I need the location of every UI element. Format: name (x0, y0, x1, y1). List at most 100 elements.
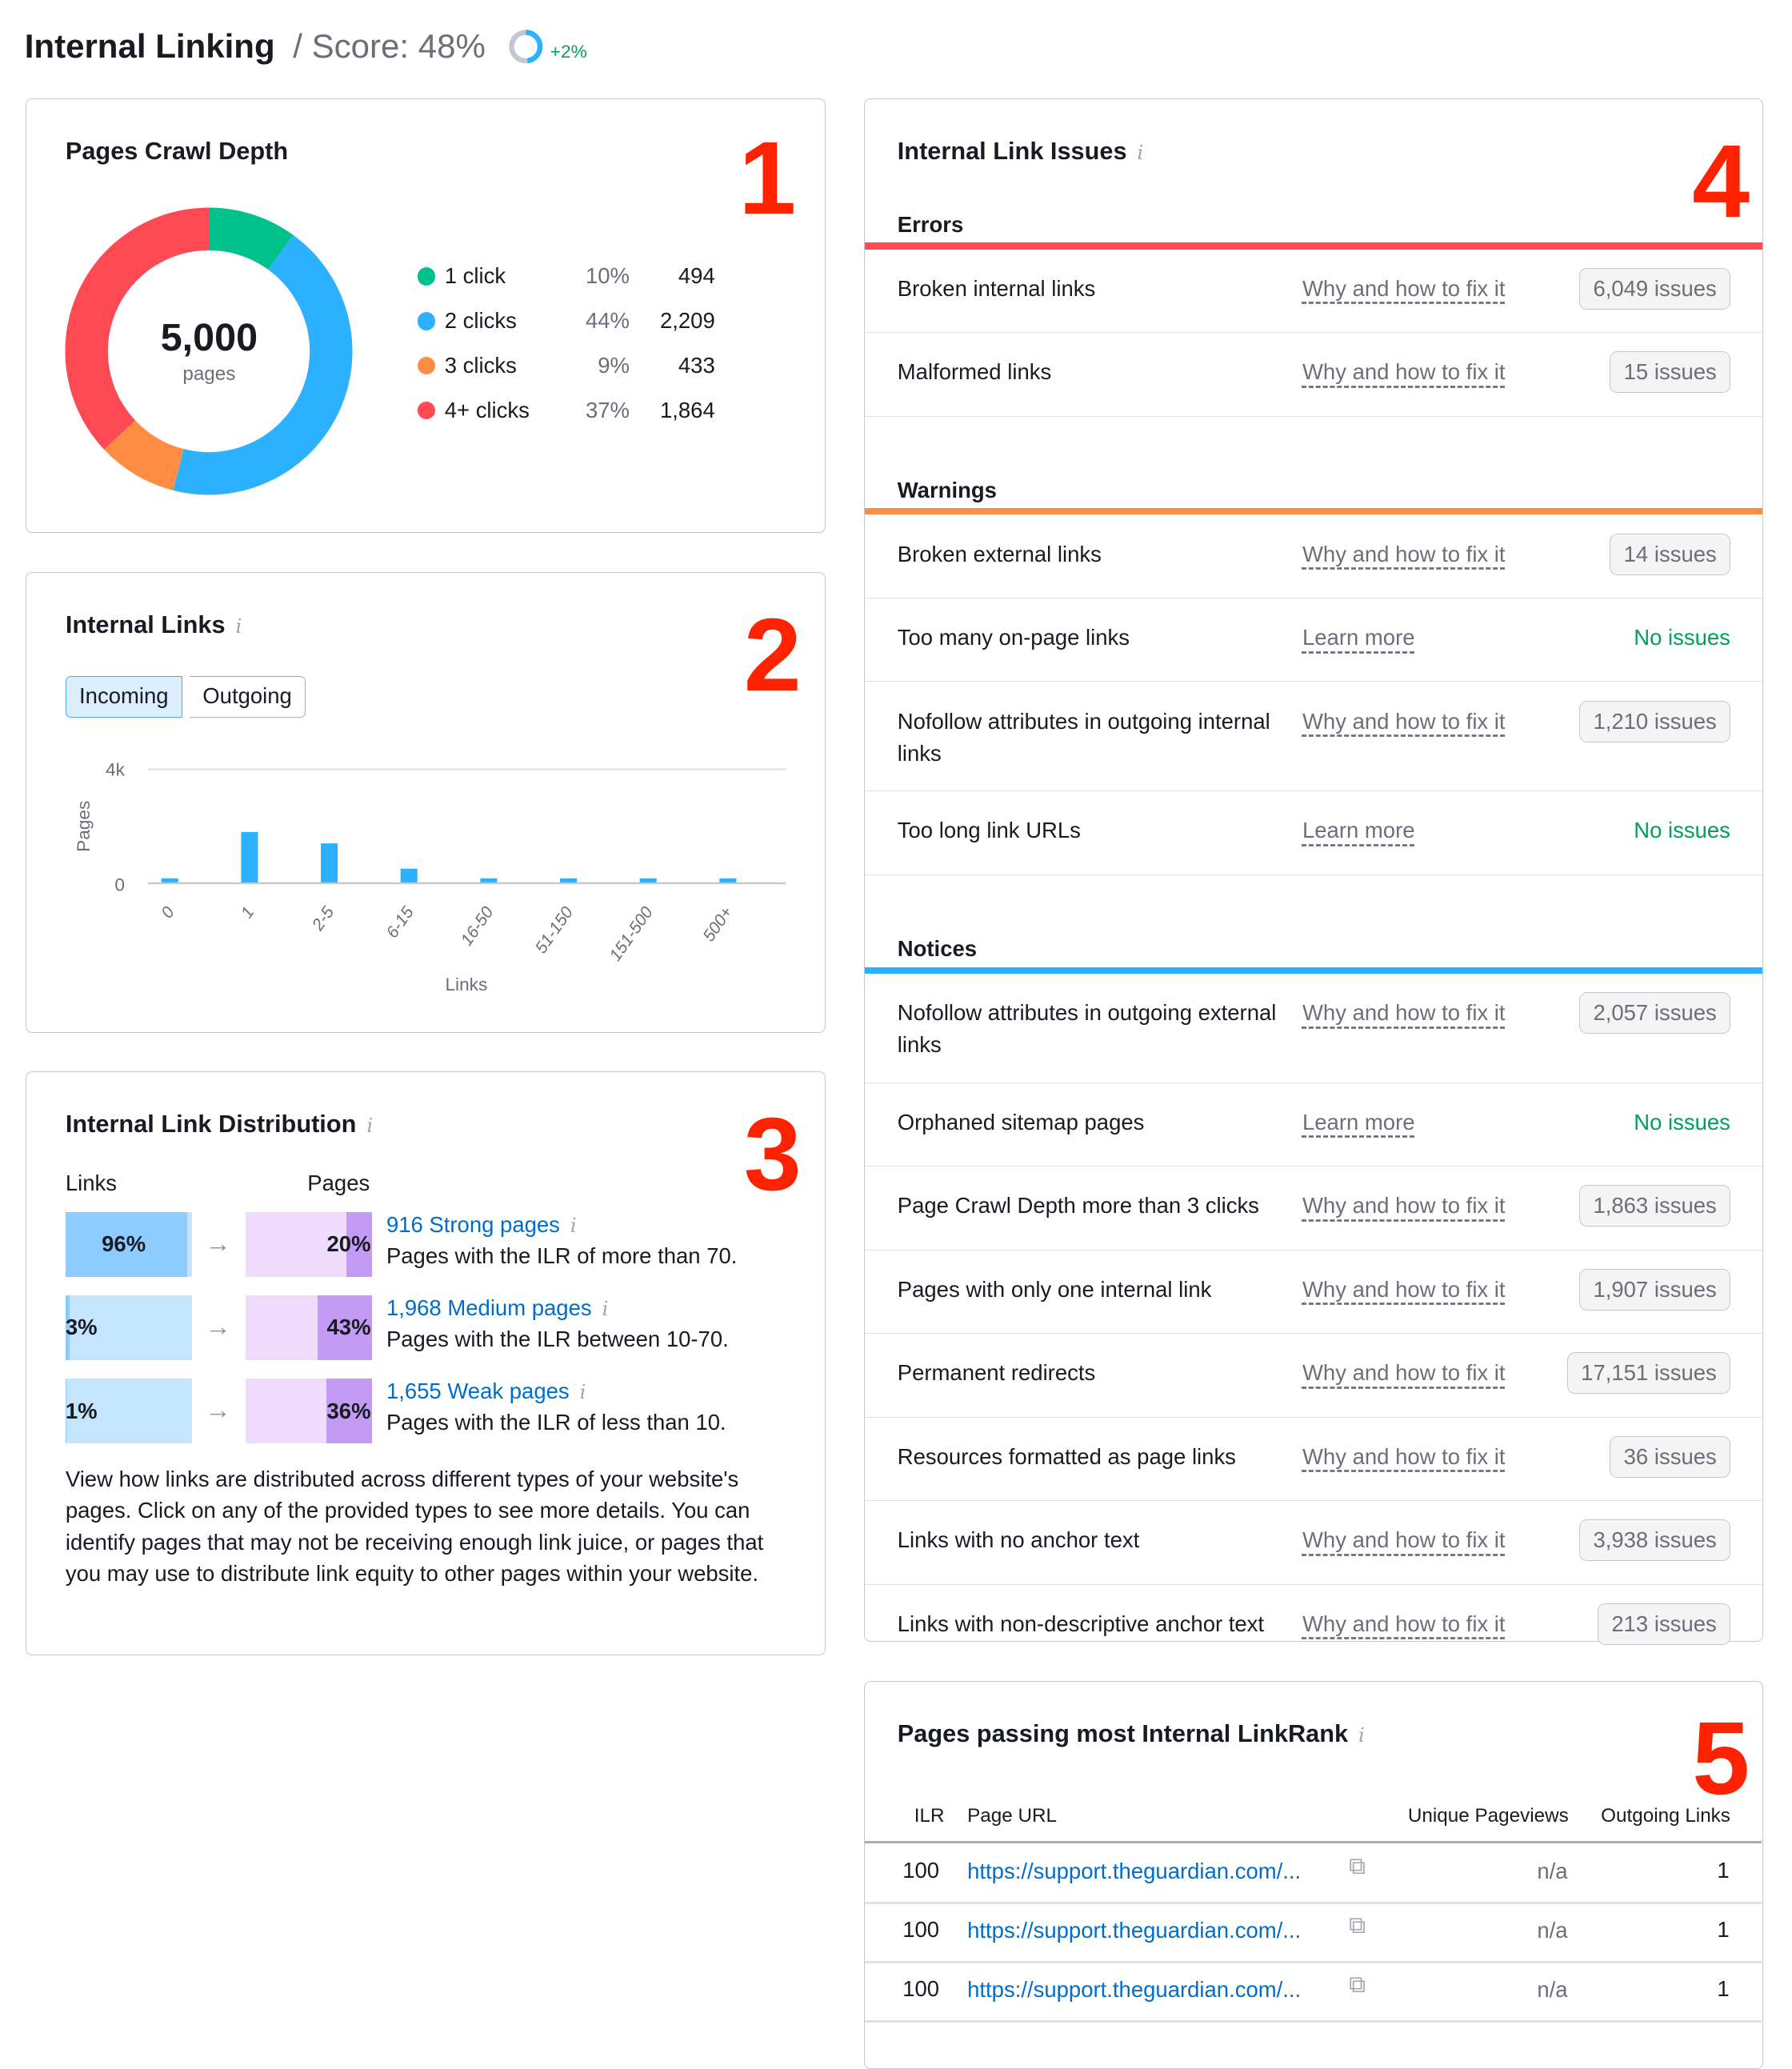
issue-name: Links with no anchor text (897, 1527, 1140, 1553)
issue-name: Nofollow attributes in outgoing external… (897, 999, 1277, 1058)
distribution-row[interactable]: 3% → 43% 1,968 Medium pages i Pages with the … (65, 1295, 790, 1360)
legend-percent: 9% (598, 352, 630, 378)
bar[interactable] (241, 831, 258, 883)
pages-link[interactable]: 1,968 Medium pages i (386, 1295, 609, 1321)
external-link-icon[interactable]: ⧉ (1349, 1971, 1366, 1998)
donut-segment[interactable] (65, 207, 210, 450)
info-icon[interactable]: i (235, 614, 242, 638)
why-how-fix-link[interactable]: Why and how to fix it (1302, 708, 1506, 734)
issue-row[interactable]: Permanent redirects Why and how to fix it… (865, 1334, 1763, 1418)
issue-row[interactable]: Broken external links Why and how to fix … (865, 514, 1763, 598)
issue-row[interactable]: Nofollow attributes in outgoing external… (865, 974, 1763, 1083)
bar[interactable] (321, 843, 338, 883)
info-icon[interactable]: i (1358, 1723, 1365, 1747)
issue-row[interactable]: Nofollow attributes in outgoing internal… (865, 682, 1763, 792)
tab-incoming[interactable]: Incoming (65, 676, 182, 718)
issue-row[interactable]: Malformed links Why and how to fix it 15 i… (865, 333, 1763, 417)
why-how-fix-link[interactable]: Why and how to fix it (1302, 1193, 1506, 1219)
external-link-icon[interactable]: ⧉ (1349, 1912, 1366, 1939)
issues-count-button[interactable]: 3,938 issues (1579, 1519, 1730, 1562)
number-badge: 5 (1692, 1701, 1750, 1817)
donut-segment[interactable] (104, 420, 185, 491)
why-how-fix-link[interactable]: Why and how to fix it (1302, 359, 1506, 385)
bar[interactable] (719, 878, 737, 883)
legend-item[interactable]: 4+ clicks 37% 1,864 (417, 397, 715, 423)
issues-count-button[interactable]: 36 issues (1610, 1435, 1730, 1478)
legend-item[interactable]: 3 clicks 9% 433 (417, 352, 715, 378)
bar[interactable] (560, 878, 578, 883)
column-header[interactable]: Page URL (967, 1804, 1057, 1827)
why-how-fix-link[interactable]: Why and how to fix it (1302, 1611, 1506, 1636)
info-icon[interactable]: i (570, 1213, 577, 1237)
tab-outgoing[interactable]: Outgoing (190, 676, 306, 718)
crawl-depth-donut[interactable] (60, 202, 358, 500)
legend-item[interactable]: 2 clicks 44% 2,209 (417, 308, 715, 334)
info-icon[interactable]: i (1137, 140, 1144, 164)
column-header[interactable]: Outgoing Links (1601, 1804, 1730, 1827)
page-url-link[interactable]: https://support.theguardian.com/... (967, 1977, 1302, 2003)
number-badge: 2 (743, 597, 802, 713)
issue-row[interactable]: Orphaned sitemap pages Learn more No issue… (865, 1083, 1763, 1167)
issue-row[interactable]: Resources formatted as page links Why and… (865, 1418, 1763, 1501)
score-ring-icon (509, 30, 543, 64)
issue-row[interactable]: Broken internal links Why and how to fix … (865, 250, 1763, 333)
why-how-fix-link[interactable]: Why and how to fix it (1302, 999, 1506, 1025)
learn-more-link[interactable]: Learn more (1302, 818, 1415, 843)
why-how-fix-link[interactable]: Why and how to fix it (1302, 1527, 1506, 1553)
info-icon[interactable]: i (579, 1380, 586, 1404)
issues-count-button[interactable]: 2,057 issues (1579, 991, 1730, 1034)
links-percent: 96% (102, 1231, 146, 1257)
issue-row[interactable]: Too many on-page links Learn more No issue… (865, 598, 1763, 682)
learn-more-link[interactable]: Learn more (1302, 625, 1415, 650)
why-how-fix-link[interactable]: Why and how to fix it (1302, 541, 1506, 566)
issues-count-button[interactable]: 14 issues (1610, 533, 1730, 575)
legend-item[interactable]: 1 click 10% 494 (417, 263, 715, 289)
issues-count-button[interactable]: 213 issues (1598, 1603, 1730, 1645)
pages-percent: 36% (326, 1398, 371, 1423)
info-icon[interactable]: i (366, 1114, 374, 1137)
why-how-fix-link[interactable]: Why and how to fix it (1302, 275, 1506, 301)
distribution-row[interactable]: 1% → 36% 1,655 Weak pages i Pages with the IL… (65, 1379, 790, 1444)
donut-segment[interactable] (173, 235, 353, 495)
pages-percent: 20% (326, 1231, 371, 1257)
column-header[interactable]: ILR (914, 1804, 945, 1827)
external-link-icon[interactable]: ⧉ (1349, 1853, 1366, 1879)
issue-name: Broken internal links (897, 275, 1096, 301)
issues-count-button[interactable]: 1,907 issues (1579, 1268, 1730, 1311)
issues-count-button[interactable]: 17,151 issues (1566, 1352, 1730, 1395)
bar[interactable] (162, 878, 179, 883)
column-links: Links (65, 1171, 118, 1196)
issue-row[interactable]: Too long link URLs Learn more No issues (865, 791, 1763, 875)
issues-count-button[interactable]: 1,210 issues (1579, 700, 1730, 742)
info-icon[interactable]: i (602, 1297, 609, 1321)
table-row: 100 https://support.theguardian.com/... ⧉ n… (865, 1962, 1762, 2023)
page-url-link[interactable]: https://support.theguardian.com/... (967, 1918, 1302, 1943)
bar[interactable] (480, 878, 498, 883)
distribution-row[interactable]: 96% → 20% 916 Strong pages i Pages with the I… (65, 1211, 790, 1277)
page-url-link[interactable]: https://support.theguardian.com/... (967, 1859, 1302, 1884)
pages-link[interactable]: 916 Strong pages i (386, 1211, 577, 1237)
legend-percent: 37% (585, 397, 630, 422)
number-badge: 1 (738, 121, 797, 237)
issue-row[interactable]: Page Crawl Depth more than 3 clicks Why a… (865, 1167, 1763, 1251)
section-divider (865, 508, 1763, 515)
bar[interactable] (640, 878, 658, 883)
issues-count-button[interactable]: 1,863 issues (1579, 1185, 1730, 1227)
issues-count-button[interactable]: 15 issues (1610, 351, 1730, 394)
linkrank-card: Pages passing most Internal LinkRank i 5 … (864, 1680, 1764, 2069)
why-how-fix-link[interactable]: Why and how to fix it (1302, 1276, 1506, 1302)
column-header[interactable]: Unique Pageviews (1407, 1804, 1569, 1827)
internal-links-chart: 4k 0 Pages 0 1 2-5 6-15 16-50 51-150 151-500 500+ L… (74, 760, 786, 994)
issues-count-button[interactable]: 6,049 issues (1579, 267, 1730, 310)
why-how-fix-link[interactable]: Why and how to fix it (1302, 1443, 1506, 1469)
pages-link[interactable]: 1,655 Weak pages i (386, 1379, 586, 1404)
issue-row[interactable]: Links with non-descriptive anchor text Wh… (865, 1585, 1762, 1668)
issue-row[interactable]: Pages with only one internal link Why and… (865, 1251, 1763, 1334)
ilr-value: 100 (902, 1975, 940, 2001)
bar[interactable] (401, 868, 418, 883)
learn-more-link[interactable]: Learn more (1302, 1109, 1415, 1135)
why-how-fix-link[interactable]: Why and how to fix it (1302, 1360, 1506, 1386)
donut-segment[interactable] (209, 207, 294, 270)
issue-row[interactable]: Links with no anchor text Why and how to … (865, 1501, 1763, 1585)
pages-description: Pages with the ILR between 10-70. (386, 1326, 729, 1351)
